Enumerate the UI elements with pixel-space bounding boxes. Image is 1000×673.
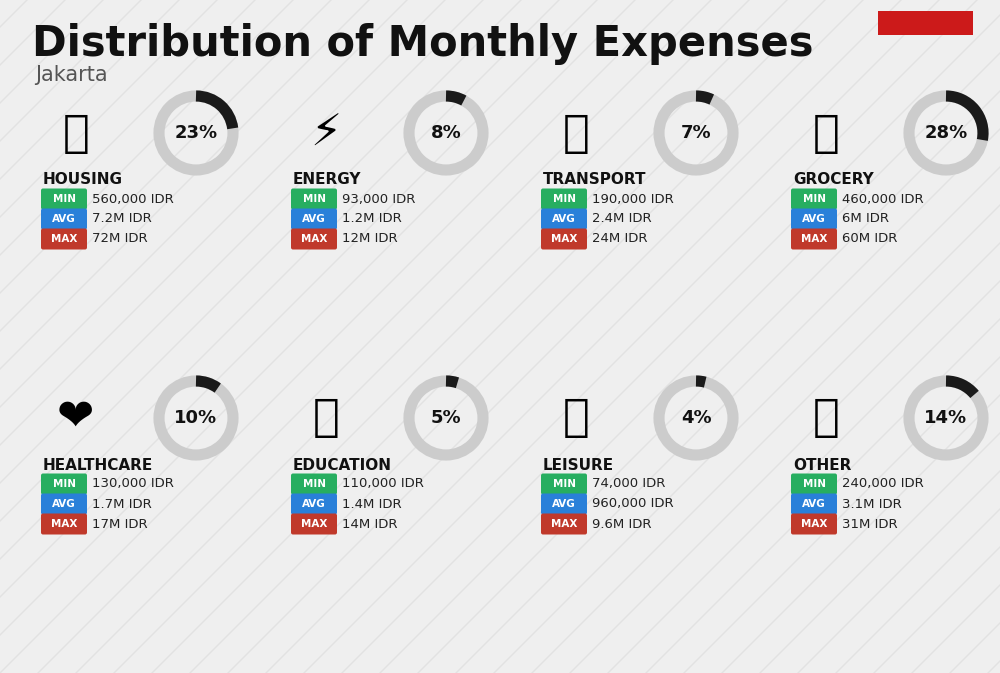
- Text: 110,000 IDR: 110,000 IDR: [342, 478, 424, 491]
- Text: 23%: 23%: [174, 124, 218, 142]
- Text: MIN: MIN: [302, 479, 326, 489]
- Text: EDUCATION: EDUCATION: [293, 458, 392, 472]
- Text: Distribution of Monthly Expenses: Distribution of Monthly Expenses: [32, 23, 814, 65]
- FancyBboxPatch shape: [291, 513, 337, 534]
- Text: 🛒: 🛒: [813, 112, 839, 155]
- Text: 💰: 💰: [813, 396, 839, 439]
- Text: MIN: MIN: [552, 479, 576, 489]
- Text: MAX: MAX: [801, 234, 827, 244]
- Text: 190,000 IDR: 190,000 IDR: [592, 192, 674, 205]
- Text: 7%: 7%: [681, 124, 711, 142]
- Text: 72M IDR: 72M IDR: [92, 232, 148, 246]
- Text: 3.1M IDR: 3.1M IDR: [842, 497, 902, 511]
- Text: 10%: 10%: [174, 409, 218, 427]
- Text: HEALTHCARE: HEALTHCARE: [43, 458, 153, 472]
- Text: MAX: MAX: [51, 519, 77, 529]
- FancyBboxPatch shape: [541, 209, 587, 229]
- Text: 2.4M IDR: 2.4M IDR: [592, 213, 652, 225]
- Text: 74,000 IDR: 74,000 IDR: [592, 478, 665, 491]
- FancyBboxPatch shape: [878, 11, 973, 35]
- FancyBboxPatch shape: [291, 229, 337, 250]
- Text: 1.7M IDR: 1.7M IDR: [92, 497, 152, 511]
- Text: MAX: MAX: [801, 519, 827, 529]
- Text: 4%: 4%: [681, 409, 711, 427]
- Text: MIN: MIN: [302, 194, 326, 204]
- Text: AVG: AVG: [802, 499, 826, 509]
- FancyBboxPatch shape: [41, 229, 87, 250]
- Text: 17M IDR: 17M IDR: [92, 518, 148, 530]
- Text: MIN: MIN: [52, 479, 76, 489]
- Text: 🚌: 🚌: [563, 112, 589, 155]
- Text: 93,000 IDR: 93,000 IDR: [342, 192, 415, 205]
- FancyBboxPatch shape: [541, 513, 587, 534]
- Text: 8%: 8%: [431, 124, 461, 142]
- Text: MIN: MIN: [802, 194, 826, 204]
- FancyBboxPatch shape: [791, 209, 837, 229]
- Text: 24M IDR: 24M IDR: [592, 232, 648, 246]
- Text: GROCERY: GROCERY: [793, 172, 874, 188]
- Text: 7.2M IDR: 7.2M IDR: [92, 213, 152, 225]
- Text: AVG: AVG: [52, 214, 76, 224]
- FancyBboxPatch shape: [291, 493, 337, 514]
- Text: 130,000 IDR: 130,000 IDR: [92, 478, 174, 491]
- Text: TRANSPORT: TRANSPORT: [543, 172, 646, 188]
- FancyBboxPatch shape: [791, 513, 837, 534]
- Text: 1.2M IDR: 1.2M IDR: [342, 213, 402, 225]
- Text: AVG: AVG: [552, 214, 576, 224]
- Text: 6M IDR: 6M IDR: [842, 213, 889, 225]
- Text: MAX: MAX: [51, 234, 77, 244]
- Text: ❤️: ❤️: [57, 396, 95, 439]
- FancyBboxPatch shape: [791, 188, 837, 209]
- Text: LEISURE: LEISURE: [543, 458, 614, 472]
- Text: MIN: MIN: [802, 479, 826, 489]
- Text: 9.6M IDR: 9.6M IDR: [592, 518, 652, 530]
- FancyBboxPatch shape: [791, 474, 837, 495]
- Text: ⚡: ⚡: [310, 112, 342, 155]
- Text: 28%: 28%: [924, 124, 968, 142]
- Text: 1.4M IDR: 1.4M IDR: [342, 497, 402, 511]
- FancyBboxPatch shape: [41, 188, 87, 209]
- Text: MAX: MAX: [551, 519, 577, 529]
- FancyBboxPatch shape: [791, 229, 837, 250]
- Text: 14M IDR: 14M IDR: [342, 518, 398, 530]
- FancyBboxPatch shape: [541, 229, 587, 250]
- Text: 560,000 IDR: 560,000 IDR: [92, 192, 174, 205]
- Text: 960,000 IDR: 960,000 IDR: [592, 497, 674, 511]
- FancyBboxPatch shape: [791, 493, 837, 514]
- Text: 12M IDR: 12M IDR: [342, 232, 398, 246]
- FancyBboxPatch shape: [291, 209, 337, 229]
- Text: 14%: 14%: [924, 409, 968, 427]
- Text: 31M IDR: 31M IDR: [842, 518, 898, 530]
- Text: 🏢: 🏢: [63, 112, 89, 155]
- Text: HOUSING: HOUSING: [43, 172, 123, 188]
- Text: MAX: MAX: [301, 234, 327, 244]
- FancyBboxPatch shape: [541, 474, 587, 495]
- FancyBboxPatch shape: [41, 474, 87, 495]
- Text: OTHER: OTHER: [793, 458, 851, 472]
- Text: AVG: AVG: [52, 499, 76, 509]
- Text: 60M IDR: 60M IDR: [842, 232, 897, 246]
- Text: 240,000 IDR: 240,000 IDR: [842, 478, 924, 491]
- FancyBboxPatch shape: [541, 493, 587, 514]
- FancyBboxPatch shape: [541, 188, 587, 209]
- Text: AVG: AVG: [302, 499, 326, 509]
- Text: MIN: MIN: [52, 194, 76, 204]
- FancyBboxPatch shape: [41, 493, 87, 514]
- Text: 🛍️: 🛍️: [563, 396, 589, 439]
- FancyBboxPatch shape: [291, 474, 337, 495]
- FancyBboxPatch shape: [41, 209, 87, 229]
- Text: MIN: MIN: [552, 194, 576, 204]
- Text: AVG: AVG: [552, 499, 576, 509]
- Text: AVG: AVG: [302, 214, 326, 224]
- FancyBboxPatch shape: [41, 513, 87, 534]
- Text: AVG: AVG: [802, 214, 826, 224]
- Text: ENERGY: ENERGY: [293, 172, 362, 188]
- Text: Jakarta: Jakarta: [35, 65, 108, 85]
- Text: MAX: MAX: [301, 519, 327, 529]
- FancyBboxPatch shape: [291, 188, 337, 209]
- Text: MAX: MAX: [551, 234, 577, 244]
- Text: 5%: 5%: [431, 409, 461, 427]
- Text: 🎓: 🎓: [313, 396, 339, 439]
- Text: 460,000 IDR: 460,000 IDR: [842, 192, 924, 205]
